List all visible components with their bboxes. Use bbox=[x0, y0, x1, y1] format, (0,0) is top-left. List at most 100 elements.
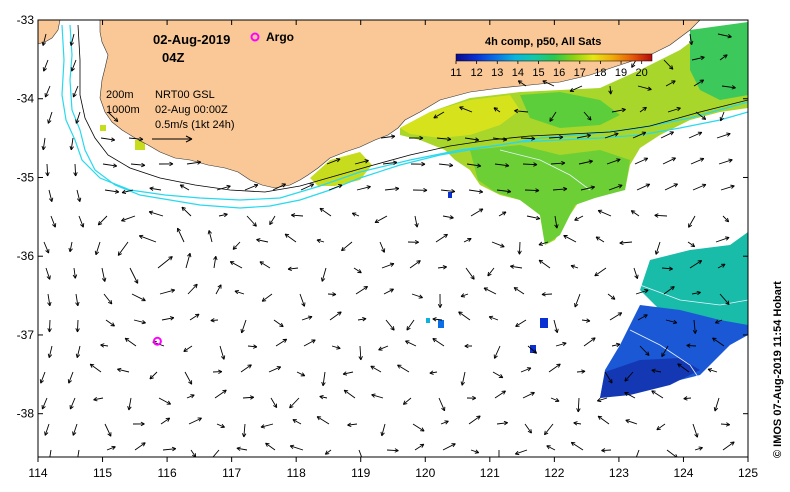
current-arrow bbox=[606, 158, 621, 165]
current-arrow bbox=[328, 184, 343, 191]
current-arrow bbox=[554, 215, 559, 229]
current-arrow bbox=[270, 397, 278, 408]
sst-patch-warm bbox=[400, 95, 520, 138]
current-arrow bbox=[548, 135, 564, 140]
current-arrow bbox=[721, 85, 736, 90]
current-arrow bbox=[713, 397, 720, 412]
current-arrow bbox=[149, 186, 162, 191]
current-arrow bbox=[247, 344, 258, 349]
map-time: 04Z bbox=[162, 50, 184, 65]
current-arrow bbox=[468, 415, 481, 425]
current-arrow bbox=[492, 137, 508, 142]
lat-tick-label: -38 bbox=[17, 407, 35, 421]
current-arrow bbox=[289, 397, 300, 409]
current-arrow bbox=[595, 236, 605, 243]
current-arrow bbox=[570, 264, 579, 269]
current-arrow bbox=[284, 233, 297, 243]
current-arrow bbox=[597, 415, 610, 425]
current-arrow bbox=[358, 449, 363, 457]
current-arrow bbox=[128, 136, 144, 142]
current-arrow bbox=[470, 449, 480, 454]
current-arrow bbox=[635, 289, 649, 295]
current-arrow bbox=[301, 315, 313, 321]
current-arrow bbox=[72, 85, 79, 98]
current-arrow bbox=[287, 266, 299, 271]
current-arrow bbox=[581, 318, 591, 323]
land-mass bbox=[99, 20, 701, 189]
current-arrow bbox=[520, 367, 532, 373]
current-arrow bbox=[707, 368, 718, 373]
current-arrow bbox=[265, 442, 276, 451]
current-arrow bbox=[594, 267, 607, 277]
current-arrow bbox=[409, 260, 421, 269]
current-arrow bbox=[397, 364, 410, 373]
current-arrow bbox=[440, 420, 449, 425]
current-arrow bbox=[402, 397, 412, 405]
current-arrow bbox=[161, 316, 175, 321]
current-arrow bbox=[429, 370, 438, 375]
contour-1000m-2 bbox=[61, 24, 748, 201]
current-arrow bbox=[384, 186, 400, 192]
lon-tick-label: 124 bbox=[673, 466, 693, 480]
current-arrow bbox=[493, 107, 501, 113]
current-arrow bbox=[94, 241, 101, 256]
current-arrow bbox=[465, 267, 475, 280]
current-arrow bbox=[326, 158, 341, 165]
current-arrow bbox=[181, 206, 192, 217]
colorbar-tick-label: 12 bbox=[471, 67, 483, 79]
current-arrow bbox=[213, 255, 218, 269]
current-arrow bbox=[331, 345, 341, 350]
current-arrow bbox=[604, 371, 613, 384]
current-arrow bbox=[162, 446, 177, 452]
current-arrow bbox=[188, 417, 202, 425]
current-arrow bbox=[47, 111, 53, 124]
sst-speck-4 bbox=[530, 345, 536, 353]
current-arrow bbox=[158, 397, 172, 405]
current-arrow bbox=[44, 85, 51, 98]
current-arrow bbox=[691, 290, 701, 296]
current-arrow bbox=[522, 162, 538, 167]
sst-patch-green bbox=[690, 22, 748, 100]
current-arrow bbox=[183, 345, 193, 352]
current-arrow bbox=[460, 371, 466, 386]
current-arrow bbox=[517, 80, 527, 87]
lon-tick-label: 116 bbox=[158, 466, 177, 480]
current-arrow bbox=[665, 319, 678, 325]
current-arrow bbox=[563, 234, 577, 243]
current-arrow bbox=[138, 234, 157, 243]
current-arrow bbox=[514, 449, 528, 456]
current-arrow bbox=[268, 366, 282, 373]
current-arrow bbox=[578, 159, 593, 165]
current-arrow bbox=[219, 345, 226, 360]
current-arrow bbox=[324, 449, 332, 455]
current-arrow bbox=[517, 241, 522, 255]
argo-float-marker[interactable] bbox=[152, 336, 162, 346]
current-arrow bbox=[216, 184, 231, 191]
current-arrow bbox=[717, 263, 726, 269]
sst-speck-1 bbox=[438, 320, 444, 328]
current-arrow bbox=[379, 241, 386, 253]
current-arrow bbox=[435, 233, 448, 243]
isotherm-line bbox=[639, 284, 748, 306]
current-arrow bbox=[483, 287, 497, 295]
current-arrow bbox=[104, 423, 112, 437]
current-arrow bbox=[611, 107, 626, 113]
current-arrow bbox=[300, 183, 315, 191]
current-arrow bbox=[299, 293, 306, 307]
lon-tick-label: 119 bbox=[351, 466, 370, 480]
current-arrow bbox=[240, 319, 247, 334]
current-arrow bbox=[464, 137, 480, 142]
current-arrow bbox=[633, 267, 639, 280]
product-time-label: 02-Aug 00:00Z bbox=[155, 104, 228, 116]
current-arrow bbox=[49, 449, 52, 457]
current-arrow bbox=[273, 319, 284, 328]
current-arrow bbox=[157, 256, 173, 269]
current-vectors bbox=[39, 33, 736, 457]
current-arrow bbox=[385, 319, 395, 331]
current-arrow bbox=[611, 342, 621, 348]
current-arrow bbox=[515, 319, 527, 327]
current-arrow bbox=[77, 449, 80, 457]
current-arrow bbox=[184, 371, 193, 385]
current-arrow bbox=[407, 239, 419, 245]
